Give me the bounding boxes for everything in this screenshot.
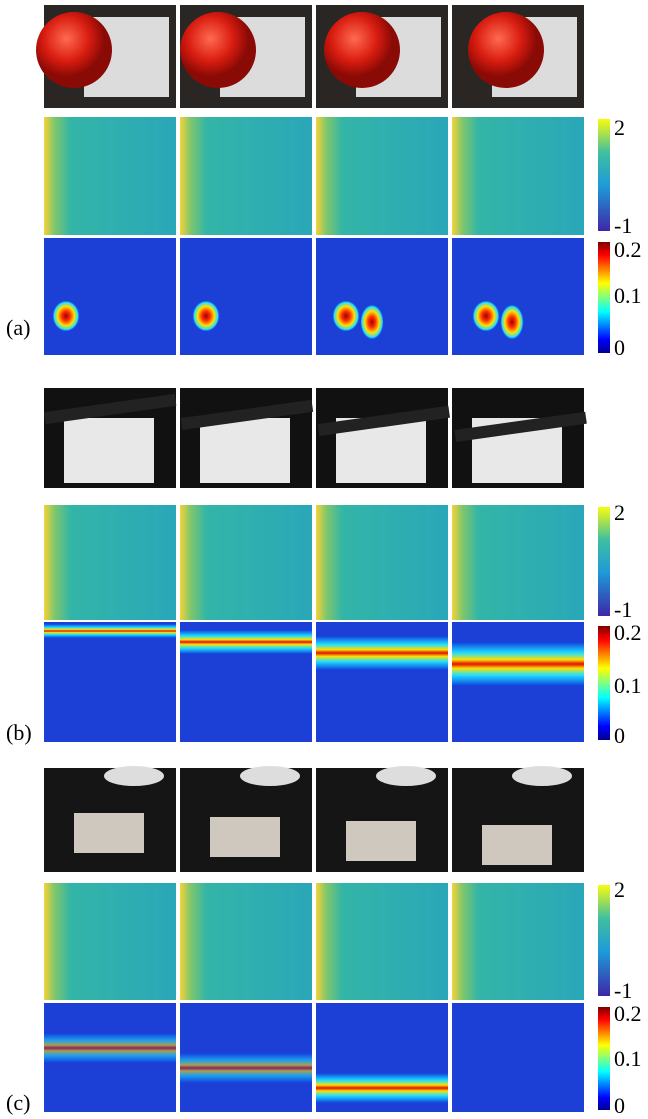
deformation-map: [180, 505, 312, 620]
colorbar-tick-label: 2: [614, 115, 625, 140]
rod: [180, 399, 314, 431]
strain-colorbar: [598, 242, 610, 353]
deformation-map: [316, 505, 448, 620]
colorbar-tick-label: 0.1: [614, 673, 642, 698]
deformation-map: [452, 117, 584, 235]
colorbar-tick-label: -1: [614, 978, 632, 1003]
colorbar-tick-label: 0: [614, 1093, 625, 1118]
sensor-pad: [64, 418, 154, 483]
hotspot: [360, 304, 384, 340]
hotspot: [332, 300, 360, 332]
panel-label: (a): [6, 315, 30, 340]
panel-label: (c): [6, 1090, 30, 1115]
deformation-map: [180, 883, 312, 1000]
sensor-box: [74, 813, 144, 853]
colorbar-tick-label: 0.2: [614, 1001, 642, 1026]
strain-band: [316, 636, 448, 670]
deformation-map: [452, 505, 584, 620]
strain-band: [44, 624, 176, 638]
colorbar-tick-label: 0.1: [614, 283, 642, 308]
deformation-map: [452, 883, 584, 1000]
deformation-colorbar: [598, 119, 610, 231]
hotspot: [52, 300, 80, 332]
light: [240, 766, 300, 786]
colorbar-tick-label: 0.2: [614, 237, 642, 262]
tomato: [36, 12, 112, 88]
colorbar-tick-label: 0: [614, 723, 625, 748]
light: [512, 766, 572, 786]
sensor-box: [346, 821, 416, 861]
deformation-map: [44, 505, 176, 620]
strain-band: [316, 1073, 448, 1103]
deformation-map: [316, 117, 448, 235]
tomato: [180, 12, 256, 88]
strain-band: [180, 1053, 312, 1083]
colorbar-tick-label: 0.2: [614, 620, 642, 645]
light: [376, 766, 436, 786]
colorbar-tick-label: -1: [614, 597, 632, 622]
strain-map: [452, 1003, 584, 1112]
rod: [43, 393, 177, 425]
strain-colorbar: [598, 626, 610, 740]
tomato: [468, 12, 544, 88]
deformation-colorbar: [598, 885, 610, 996]
colorbar-tick-label: 0.1: [614, 1046, 642, 1071]
strain-band: [180, 630, 312, 654]
panel-label: (b): [6, 720, 32, 745]
colorbar-tick-label: -1: [614, 213, 632, 238]
deformation-colorbar: [598, 507, 610, 616]
colorbar-tick-label: 2: [614, 877, 625, 902]
sensor-box: [482, 825, 552, 865]
deformation-map: [44, 883, 176, 1000]
sensor-box: [210, 817, 280, 857]
strain-map: [180, 238, 312, 355]
strain-band: [452, 642, 584, 686]
tomato: [324, 12, 400, 88]
hotspot: [500, 304, 524, 340]
colorbar-tick-label: 0: [614, 335, 625, 360]
rod: [317, 405, 451, 437]
deformation-map: [44, 117, 176, 235]
sensor-pad: [200, 418, 290, 483]
colorbar-tick-label: 2: [614, 500, 625, 525]
deformation-map: [180, 117, 312, 235]
strain-map: [44, 238, 176, 355]
hotspot: [192, 300, 220, 332]
strain-map: [44, 622, 176, 742]
rod: [454, 411, 587, 442]
strain-colorbar: [598, 1007, 610, 1110]
light: [104, 766, 164, 786]
strain-band: [44, 1033, 176, 1063]
deformation-map: [316, 883, 448, 1000]
hotspot: [472, 300, 500, 332]
strain-map: [316, 238, 448, 355]
